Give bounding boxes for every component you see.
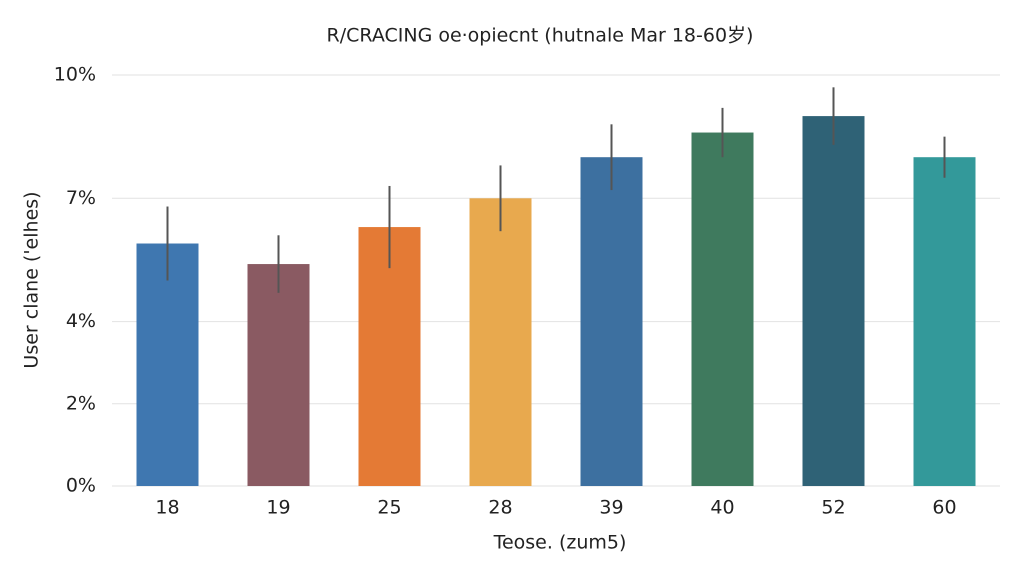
x-tick-label: 25 — [377, 497, 401, 519]
y-tick-label: 0% — [66, 475, 96, 497]
x-tick-label: 28 — [488, 497, 512, 519]
bar — [136, 243, 199, 486]
y-axis-label: User clane ('elhes) — [21, 191, 43, 368]
y-tick-label: 10% — [54, 64, 96, 86]
bar — [580, 157, 643, 486]
x-tick-label: 19 — [266, 497, 290, 519]
bar — [802, 116, 865, 486]
x-axis-label: Teose. (zum5) — [493, 532, 627, 554]
y-tick-label: 2% — [66, 392, 96, 414]
bar — [469, 198, 532, 487]
bar — [247, 264, 310, 486]
x-tick-label: 39 — [599, 497, 623, 519]
bar — [913, 157, 976, 486]
y-tick-label: 4% — [66, 310, 96, 332]
bar — [691, 132, 754, 487]
x-tick-label: 52 — [821, 497, 845, 519]
chart-title: R/CRACING oe·opiecnt (hutnale Mar 18-60岁… — [327, 25, 754, 47]
x-tick-label: 60 — [932, 497, 956, 519]
bar — [358, 227, 421, 486]
x-tick-label: 18 — [155, 497, 179, 519]
x-tick-label: 40 — [710, 497, 734, 519]
y-tick-label: 7% — [66, 187, 96, 209]
